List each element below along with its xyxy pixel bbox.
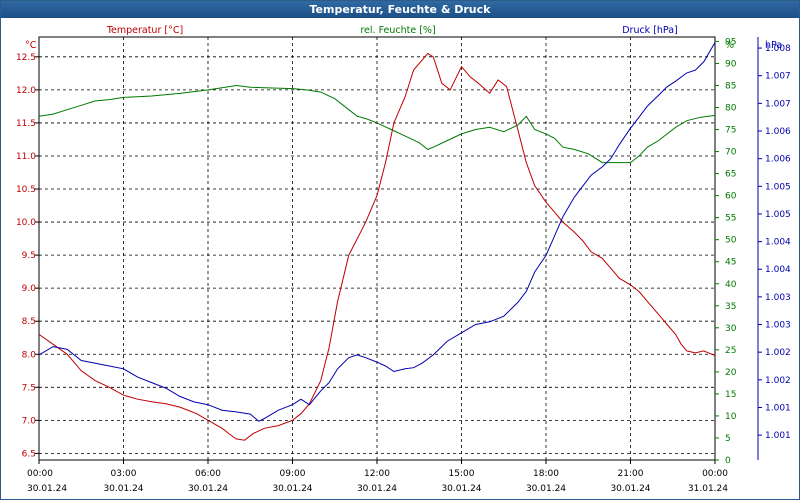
y-left-tick-label: 9.5 xyxy=(22,251,36,261)
x-date-label: 30.01.24 xyxy=(610,484,650,494)
y-humidity-tick-label: 15 xyxy=(725,390,736,400)
y-humidity-tick-label: 10 xyxy=(725,412,737,422)
y-humidity-tick-label: 55 xyxy=(725,214,736,224)
y-humidity-unit: % xyxy=(725,40,734,51)
y-humidity-tick-label: 70 xyxy=(725,148,737,158)
series-layer xyxy=(38,42,716,441)
y-left-tick-label: 11.0 xyxy=(16,152,36,162)
x-tick-label: 21:00 xyxy=(618,469,644,479)
legend-temperature: Temperatur [°C] xyxy=(106,25,183,36)
axis-layer: 00:00 30.01.24 03:00 30.01.24 06:00 30.01.24 0… xyxy=(16,25,791,494)
y-pressure-tick-label: 1.004 xyxy=(765,238,791,248)
y-pressure-tick-label: 1.003 xyxy=(765,321,791,331)
y-humidity-tick-label: 60 xyxy=(725,192,737,202)
x-tick-label: 18:00 xyxy=(533,469,559,479)
x-date-label: 31.01.24 xyxy=(688,484,728,494)
y-humidity-tick-label: 25 xyxy=(725,346,736,356)
y-left-tick-label: 8.5 xyxy=(22,317,36,327)
y-humidity-tick-label: 80 xyxy=(725,104,737,114)
x-tick-label: 00:00 xyxy=(702,469,728,479)
y-humidity-tick-label: 85 xyxy=(725,81,736,91)
x-tick-label: 15:00 xyxy=(449,469,475,479)
y-pressure-tick-label: 1.004 xyxy=(765,265,791,275)
y-left-tick-label: 12.5 xyxy=(16,53,36,63)
y-humidity-tick-label: 30 xyxy=(725,324,737,334)
y-pressure-tick-label: 1.006 xyxy=(765,127,791,137)
y-humidity-tick-label: 0 xyxy=(725,456,731,466)
y-humidity-tick-label: 95 xyxy=(725,37,736,47)
y-pressure-tick-label: 1.001 xyxy=(765,403,791,413)
x-tick-label: 09:00 xyxy=(280,469,306,479)
y-pressure-tick-label: 1.008 xyxy=(765,44,791,54)
chart-title: Temperatur, Feuchte & Druck xyxy=(1,1,799,18)
y-humidity-tick-label: 45 xyxy=(725,258,736,268)
y-left-tick-label: 7.5 xyxy=(22,383,36,393)
x-date-label: 30.01.24 xyxy=(27,484,67,494)
y-left-tick-label: 7.0 xyxy=(22,416,37,426)
x-date-label: 30.01.24 xyxy=(526,484,566,494)
y-left-tick-label: 11.5 xyxy=(16,119,36,129)
x-tick-label: 00:00 xyxy=(27,469,53,479)
legend-humidity: rel. Feuchte [%] xyxy=(360,25,435,36)
y-humidity-tick-label: 90 xyxy=(725,59,737,69)
y-pressure-tick-label: 1.005 xyxy=(765,182,791,192)
x-date-label: 30.01.24 xyxy=(272,484,312,494)
y-pressure-tick-label: 1.007 xyxy=(765,72,791,82)
x-date-label: 30.01.24 xyxy=(357,484,397,494)
x-tick-label: 03:00 xyxy=(111,469,137,479)
x-date-label: 30.01.24 xyxy=(441,484,481,494)
y-left-tick-label: 10.5 xyxy=(16,185,36,195)
series-line-humidity xyxy=(38,84,716,164)
y-humidity-tick-label: 50 xyxy=(725,236,737,246)
y-pressure-tick-label: 1.001 xyxy=(765,431,791,441)
y-humidity-tick-label: 40 xyxy=(725,280,737,290)
y-left-tick-label: 8.0 xyxy=(22,350,37,360)
y-humidity-tick-label: 65 xyxy=(725,170,736,180)
y-humidity-tick-label: 5 xyxy=(725,434,731,444)
y-pressure-unit: hPa xyxy=(765,40,782,51)
y-left-tick-label: 12.0 xyxy=(16,86,36,96)
y-humidity-tick-label: 75 xyxy=(725,126,736,136)
y-pressure-tick-label: 1.006 xyxy=(765,155,791,165)
series-line-pressure xyxy=(38,42,716,422)
y-left-tick-label: 6.5 xyxy=(22,449,36,459)
y-humidity-tick-label: 20 xyxy=(725,368,737,378)
x-tick-label: 06:00 xyxy=(195,469,221,479)
x-tick-label: 12:00 xyxy=(364,469,390,479)
y-pressure-tick-label: 1.005 xyxy=(765,210,791,220)
y-pressure-tick-label: 1.002 xyxy=(765,376,791,386)
y-pressure-tick-label: 1.003 xyxy=(765,293,791,303)
series-line-temperature xyxy=(38,52,716,441)
grid-layer xyxy=(38,36,716,461)
y-humidity-tick-label: 35 xyxy=(725,302,736,312)
legend-pressure: Druck [hPa] xyxy=(622,25,678,36)
x-date-label: 30.01.24 xyxy=(188,484,228,494)
y-left-unit: °C xyxy=(25,40,37,51)
y-pressure-tick-label: 1.002 xyxy=(765,348,791,358)
x-date-label: 30.01.24 xyxy=(103,484,143,494)
y-pressure-tick-label: 1.007 xyxy=(765,99,791,109)
y-left-tick-label: 10.0 xyxy=(16,218,36,228)
y-left-tick-label: 9.0 xyxy=(22,284,37,294)
